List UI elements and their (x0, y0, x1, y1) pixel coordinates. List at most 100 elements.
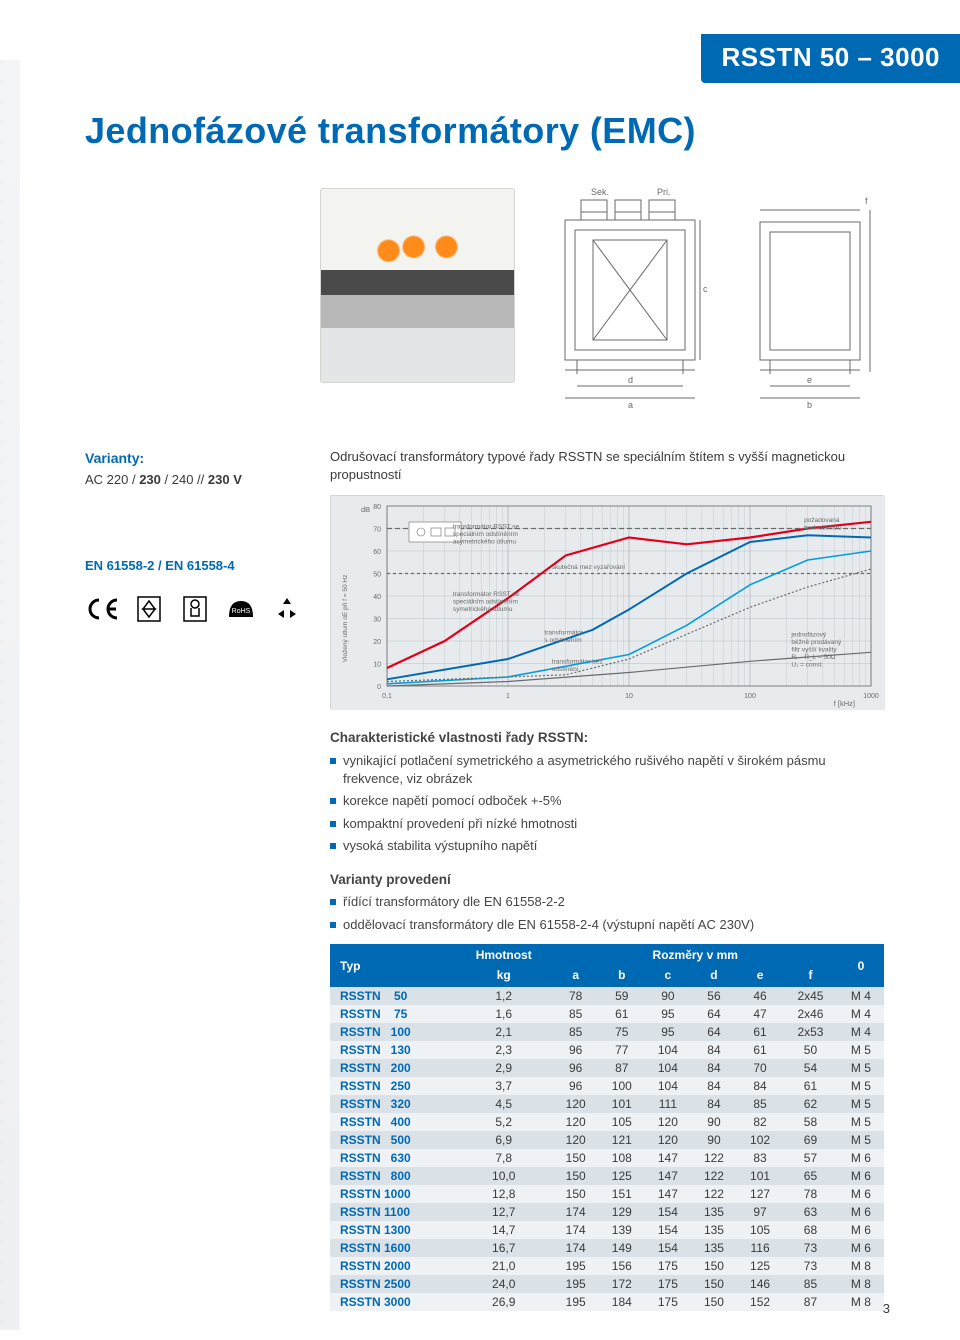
cell: 61 (737, 1023, 783, 1041)
table-row: RSSTN 1002,185759564612x53M 4 (330, 1023, 884, 1041)
svg-text:asymetrického útlumu: asymetrického útlumu (453, 539, 517, 546)
cell: 95 (645, 1005, 691, 1023)
cell-typ: RSSTN 100 (330, 1023, 455, 1041)
cell: 122 (691, 1149, 737, 1167)
cell: M 5 (838, 1041, 884, 1059)
cell: 120 (553, 1095, 599, 1113)
cell: M 5 (838, 1095, 884, 1113)
cell: 84 (691, 1041, 737, 1059)
table-row: RSSTN 501,278599056462x45M 4 (330, 987, 884, 1005)
svg-text:Rᵢ – R_L = 50Ω: Rᵢ – R_L = 50Ω (791, 654, 835, 661)
th-kg: kg (455, 966, 553, 987)
cell: 102 (737, 1131, 783, 1149)
label-pri: Pri. (657, 187, 671, 197)
cell-typ: RSSTN 630 (330, 1149, 455, 1167)
cell: 127 (737, 1185, 783, 1203)
svg-text:filtr vyšší kvality: filtr vyšší kvality (791, 647, 837, 654)
svg-text:transformátor RSST se: transformátor RSST se (453, 524, 520, 531)
svg-text:Vložený útlum αE při f = 50 Hz: Vložený útlum αE při f = 50 Hz (342, 575, 349, 663)
cell: 61 (783, 1077, 838, 1095)
cell: 84 (691, 1077, 737, 1095)
cell: 3,7 (455, 1077, 553, 1095)
cell: 2x45 (783, 987, 838, 1005)
cell: M 5 (838, 1131, 884, 1149)
cell: 120 (553, 1113, 599, 1131)
cell: 6,9 (455, 1131, 553, 1149)
cell-typ: RSSTN 200 (330, 1059, 455, 1077)
cell: 87 (599, 1059, 645, 1077)
cell: 150 (691, 1293, 737, 1311)
cell: 116 (737, 1239, 783, 1257)
cell-typ: RSSTN 75 (330, 1005, 455, 1023)
double-square-icon (131, 595, 167, 623)
svg-text:hodnota filtru: hodnota filtru (804, 524, 842, 531)
cell: 105 (599, 1113, 645, 1131)
cell: M 6 (838, 1239, 884, 1257)
page: RSSTN 50 – 3000 Jednofázové transformáto… (0, 0, 960, 1340)
header-series-tab: RSSTN 50 – 3000 (701, 34, 960, 83)
table-row: RSSTN 751,685619564472x46M 4 (330, 1005, 884, 1023)
cell: 150 (553, 1185, 599, 1203)
svg-text:f [kHz]: f [kHz] (834, 699, 855, 708)
cell: 64 (691, 1005, 737, 1023)
th-b: b (599, 966, 645, 987)
cell: 84 (691, 1059, 737, 1077)
cell: 61 (737, 1041, 783, 1059)
cell: 96 (553, 1059, 599, 1077)
bullet-item: oddělovací transformátory dle EN 61558-2… (330, 916, 884, 934)
cell: 77 (599, 1041, 645, 1059)
cell: 2,1 (455, 1023, 553, 1041)
cell: 59 (599, 987, 645, 1005)
cell: 70 (737, 1059, 783, 1077)
variants-exec-list: řídící transformátory dle EN 61558-2-2od… (330, 893, 884, 938)
cell: 125 (599, 1167, 645, 1185)
cell: 154 (645, 1203, 691, 1221)
cell: M 8 (838, 1275, 884, 1293)
cell-typ: RSSTN 1000 (330, 1185, 455, 1203)
cell: 16,7 (455, 1239, 553, 1257)
svg-text:požadovaná: požadovaná (804, 517, 840, 524)
cell: M 5 (838, 1113, 884, 1131)
variants-block: Varianty: AC 220 / 230 / 240 // 230 V (85, 450, 305, 487)
cell: 78 (553, 987, 599, 1005)
cell: 129 (599, 1203, 645, 1221)
cell: 96 (553, 1077, 599, 1095)
cell: 12,8 (455, 1185, 553, 1203)
th-hmotnost: Hmotnost (455, 944, 553, 966)
th-rozmery: Rozměry v mm (553, 944, 838, 966)
th-typ: Typ (330, 944, 455, 987)
cell-typ: RSSTN 3000 (330, 1293, 455, 1311)
cell: 1,2 (455, 987, 553, 1005)
table-row: RSSTN 3204,5120101111848562M 5 (330, 1095, 884, 1113)
cell: 90 (691, 1113, 737, 1131)
svg-text:70: 70 (373, 527, 381, 534)
svg-text:10: 10 (625, 693, 633, 700)
variants-exec-title: Varianty provedení (330, 872, 884, 887)
svg-text:běžně prodávaný: běžně prodávaný (791, 639, 842, 646)
th-d: d (691, 966, 737, 987)
table-row: RSSTN 1302,39677104846150M 5 (330, 1041, 884, 1059)
cell: 120 (645, 1113, 691, 1131)
table-row: RSSTN 110012,71741291541359763M 6 (330, 1203, 884, 1221)
cell-typ: RSSTN 800 (330, 1167, 455, 1185)
cell: 84 (737, 1077, 783, 1095)
svg-text:RoHS: RoHS (232, 608, 251, 615)
cell-typ: RSSTN 130 (330, 1041, 455, 1059)
cell: 21,0 (455, 1257, 553, 1275)
cell: 47 (737, 1005, 783, 1023)
attenuation-chart: 010203040506070800,11101001000dBf [kHz]t… (330, 495, 884, 709)
table-row: RSSTN 250024,019517217515014685M 8 (330, 1275, 884, 1293)
svg-text:1000: 1000 (863, 693, 879, 700)
cell: 120 (553, 1131, 599, 1149)
cell: 78 (783, 1185, 838, 1203)
cell-typ: RSSTN 1300 (330, 1221, 455, 1239)
th-last: 0 (838, 944, 884, 987)
cell: 147 (645, 1185, 691, 1203)
page-title: Jednofázové transformátory (EMC) (85, 110, 696, 152)
cell: 24,0 (455, 1275, 553, 1293)
cell: 154 (645, 1239, 691, 1257)
table-row: RSSTN 2503,796100104848461M 5 (330, 1077, 884, 1095)
cell: 175 (645, 1257, 691, 1275)
svg-text:odstínění: odstínění (552, 666, 579, 673)
bullet-item: korekce napětí pomocí odboček +-5% (330, 792, 884, 810)
